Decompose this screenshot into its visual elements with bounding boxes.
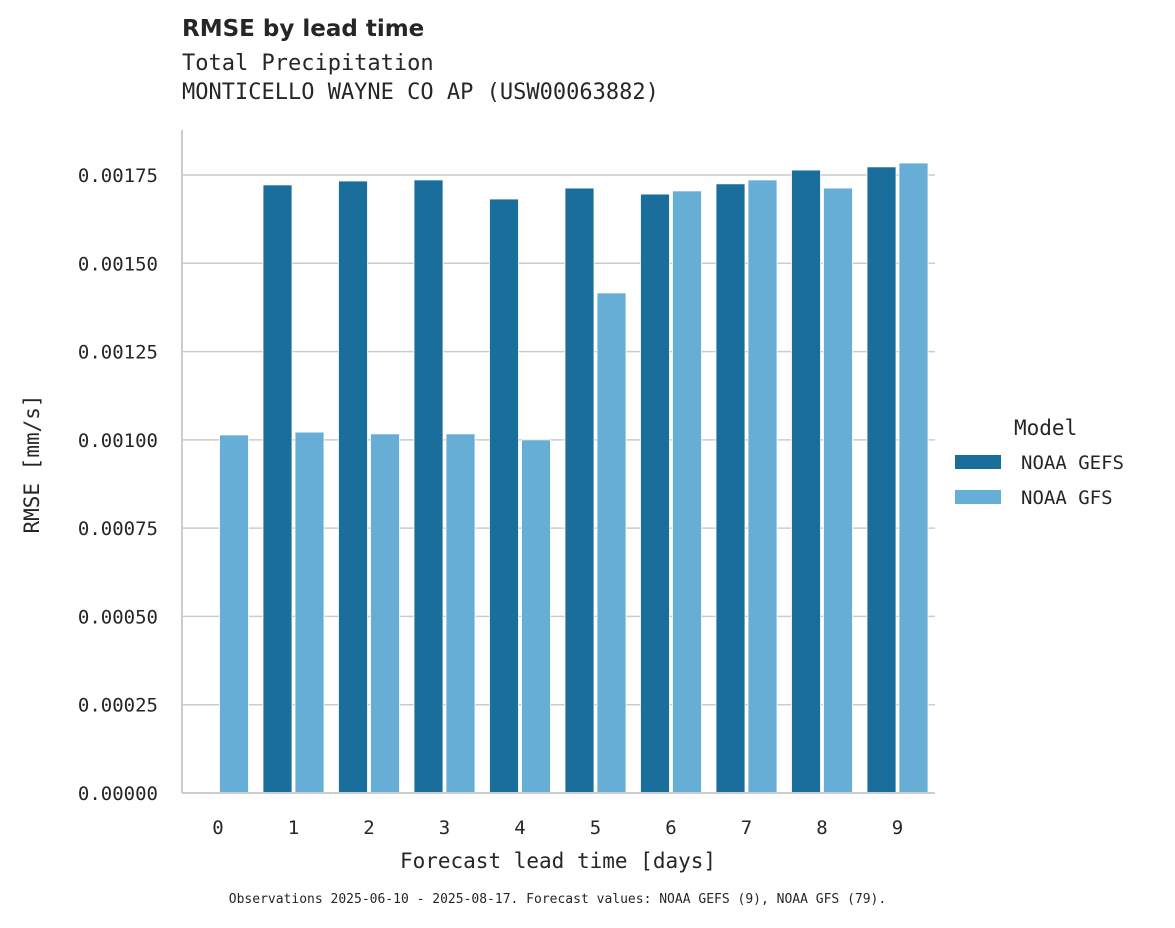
bar-noaa-gefs-7	[715, 183, 746, 794]
bar-noaa-gefs-8	[791, 169, 821, 794]
bar-noaa-gfs-6	[672, 190, 702, 794]
bar-noaa-gfs-0	[219, 434, 249, 794]
bar-noaa-gfs-4	[521, 439, 551, 794]
bars	[219, 162, 929, 794]
y-axis-ticks: 0.00000 0.00025 0.00050 0.00075 0.00100 0.001…	[78, 165, 158, 805]
x-tick-label: 1	[288, 817, 299, 839]
y-tick-label: 0.00000	[78, 783, 158, 805]
chart-subtitle-variable: Total Precipitation	[182, 51, 434, 76]
x-tick-label: 6	[665, 817, 676, 839]
y-tick-label: 0.00025	[78, 695, 158, 717]
bar-noaa-gefs-9	[866, 166, 897, 794]
legend: Model NOAA GEFS NOAA GFS	[955, 416, 1124, 509]
bar-noaa-gfs-9	[898, 162, 929, 794]
bar-noaa-gfs-8	[823, 187, 853, 794]
x-tick-label: 7	[741, 817, 752, 839]
y-tick-label: 0.00050	[78, 606, 158, 628]
chart-subtitle-station: MONTICELLO WAYNE CO AP (USW00063882)	[182, 80, 659, 105]
x-tick-label: 8	[816, 817, 827, 839]
x-tick-label: 0	[212, 817, 223, 839]
bar-noaa-gfs-5	[596, 292, 627, 794]
chart-title: RMSE by lead time	[182, 16, 425, 42]
bar-noaa-gefs-6	[640, 193, 670, 794]
axes	[181, 130, 935, 794]
y-tick-label: 0.00125	[78, 342, 158, 364]
bar-noaa-gfs-1	[294, 431, 325, 794]
y-tick-label: 0.00100	[78, 430, 158, 452]
y-tick-label: 0.00175	[78, 165, 158, 187]
x-tick-label: 5	[590, 817, 601, 839]
legend-label: NOAA GEFS	[1021, 452, 1124, 474]
footnote: Observations 2025-06-10 - 2025-08-17. Fo…	[228, 892, 887, 907]
x-tick-label: 4	[514, 817, 525, 839]
legend-swatch	[955, 455, 1001, 469]
bar-noaa-gfs-2	[370, 433, 400, 794]
bar-noaa-gefs-5	[564, 187, 595, 794]
x-axis-ticks: 0 1 2 3 4 5 6 7 8 9	[212, 817, 903, 839]
x-tick-label: 9	[892, 817, 903, 839]
bar-noaa-gefs-3	[413, 179, 444, 794]
y-tick-label: 0.00150	[78, 253, 158, 275]
bar-noaa-gefs-2	[338, 180, 368, 794]
legend-label: NOAA GFS	[1021, 487, 1113, 509]
legend-title: Model	[1014, 416, 1077, 440]
y-axis-label: RMSE [mm/s]	[20, 394, 44, 533]
x-tick-label: 2	[363, 817, 374, 839]
x-tick-label: 3	[439, 817, 450, 839]
bar-noaa-gefs-4	[489, 198, 519, 794]
y-tick-label: 0.00075	[78, 518, 158, 540]
x-axis-label: Forecast lead time [days]	[400, 849, 716, 873]
bar-noaa-gefs-1	[262, 184, 293, 794]
bar-noaa-gfs-3	[445, 433, 476, 794]
bar-noaa-gfs-7	[747, 179, 778, 794]
legend-swatch	[955, 490, 1001, 504]
